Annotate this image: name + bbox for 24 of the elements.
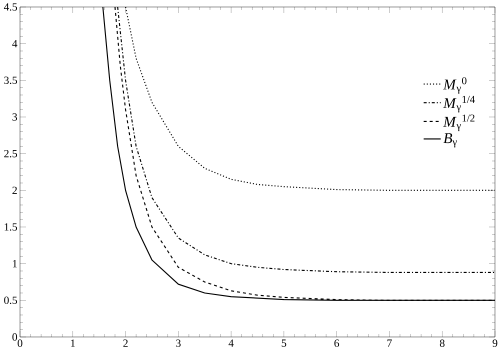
y-tick-label: 0.5 — [4, 296, 18, 304]
y-tick-label: 1.5 — [4, 223, 18, 231]
x-tick-label: 6 — [334, 340, 340, 347]
x-tick-label: 5 — [282, 340, 286, 347]
y-tick-label: 3.5 — [4, 76, 18, 84]
y-tick-label: 4.5 — [4, 3, 18, 11]
legend-label: M$_{γ}$0 — [443, 77, 466, 94]
legend-label: M$_{γ}$1/4 — [443, 96, 475, 112]
y-tick-label: 0 — [12, 333, 18, 341]
x-tick-label: 3 — [176, 340, 181, 347]
legend-label: B$_{γ}$ — [443, 133, 457, 148]
x-tick-label: 8 — [440, 340, 445, 347]
x-tick-label: 9 — [492, 340, 498, 347]
x-tick-label: 4 — [228, 340, 234, 347]
y-tick-label: 2.5 — [4, 150, 18, 158]
x-tick-label: 1 — [71, 340, 75, 347]
y-tick-label: 2 — [12, 186, 17, 194]
x-tick-label: 7 — [387, 340, 392, 347]
y-tick-label: 1 — [12, 260, 17, 268]
x-tick-label: 0 — [18, 340, 22, 347]
legend-label: M$_{γ}$1/2 — [443, 114, 474, 132]
y-tick-label: 4 — [12, 40, 18, 48]
y-tick-label: 3 — [12, 113, 18, 121]
x-tick-label: 2 — [123, 340, 128, 347]
